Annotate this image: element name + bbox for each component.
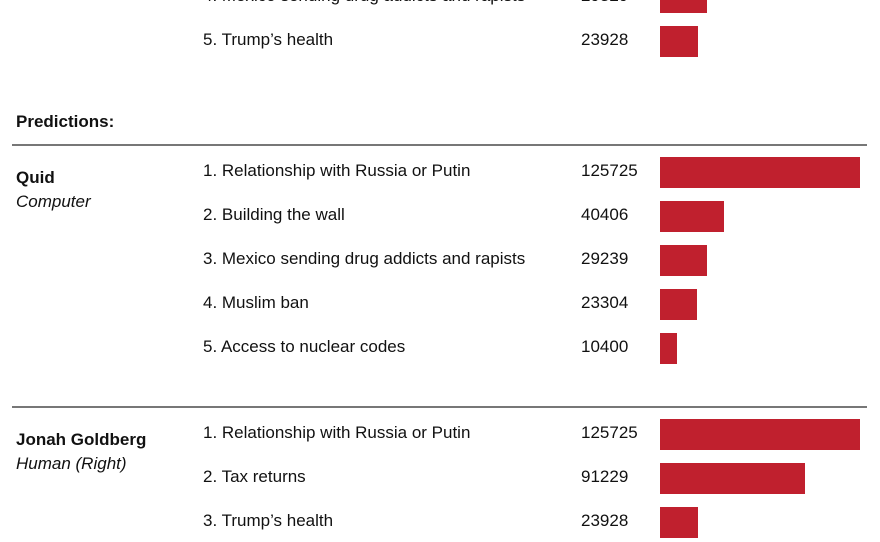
row-value: 29329	[581, 0, 628, 6]
row-value: 40406	[581, 205, 629, 224]
row-label: 5. Access to nuclear codes	[203, 337, 406, 356]
row-label: 4. Mexico sending drug addicts and rapis…	[203, 0, 525, 6]
bar	[660, 419, 860, 450]
group-name: Quid	[16, 168, 55, 187]
bar	[660, 0, 707, 13]
row-value: 23928	[581, 30, 629, 49]
row-label: 1. Relationship with Russia or Putin	[203, 423, 471, 442]
row-value: 29239	[581, 249, 629, 268]
bar	[660, 201, 725, 232]
chart-title: Predictions:	[16, 112, 115, 131]
bar	[660, 507, 699, 538]
row-label: 2. Tax returns	[203, 467, 306, 486]
row-value: 125725	[581, 423, 638, 442]
row-value: 23928	[581, 511, 629, 530]
row-label: 3. Mexico sending drug addicts and rapis…	[203, 249, 526, 268]
bar	[660, 245, 707, 276]
row-value: 91229	[581, 467, 629, 486]
row-label: 3. Trump’s health	[203, 511, 334, 530]
bar	[660, 157, 860, 188]
row-label: 1. Relationship with Russia or Putin	[203, 161, 471, 180]
divider	[12, 406, 867, 408]
row-value: 10400	[581, 337, 629, 356]
bar	[660, 289, 698, 320]
divider	[12, 144, 867, 146]
row-label: 5. Trump’s health	[203, 30, 334, 49]
bar	[660, 333, 677, 364]
group-subtitle: Human (Right)	[16, 454, 127, 473]
group-name: Jonah Goldberg	[16, 430, 147, 449]
bar	[660, 26, 699, 57]
bar	[660, 463, 806, 494]
row-label: 2. Building the wall	[203, 205, 345, 224]
row-value: 23304	[581, 293, 629, 312]
group-subtitle: Computer	[16, 192, 91, 211]
row-value: 125725	[581, 161, 638, 180]
row-label: 4. Muslim ban	[203, 293, 309, 312]
